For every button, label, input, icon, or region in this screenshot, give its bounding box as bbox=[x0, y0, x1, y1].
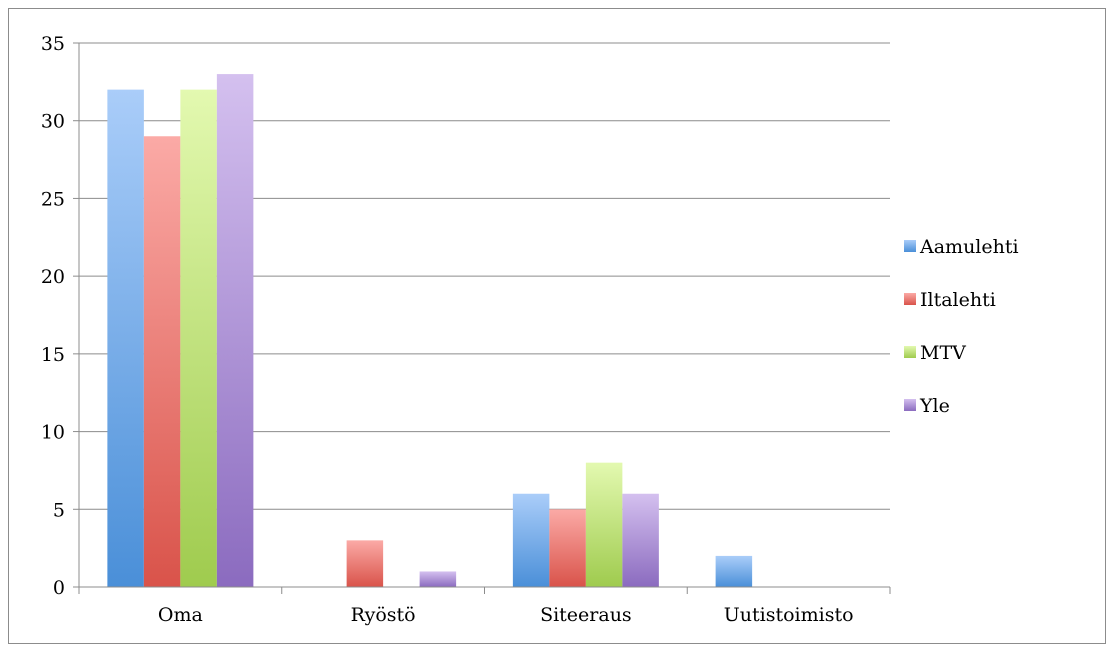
bar-mtv-siteeraus bbox=[586, 463, 623, 587]
legend-label: Aamulehti bbox=[919, 236, 1019, 258]
bars bbox=[107, 74, 752, 587]
bar-aamulehti-oma bbox=[107, 90, 144, 587]
legend-label: MTV bbox=[920, 342, 966, 364]
y-tick-label: 25 bbox=[41, 188, 65, 210]
legend: Aamulehti Iltalehti MTV Yle bbox=[904, 236, 1019, 417]
legend-swatch bbox=[904, 293, 916, 305]
y-tick-label: 0 bbox=[53, 577, 65, 599]
bar-iltalehti-ryöstö bbox=[347, 540, 384, 587]
x-tick-label: Siteeraus bbox=[540, 604, 632, 626]
legend-swatch bbox=[904, 399, 916, 411]
x-tick-label: Ryöstö bbox=[351, 604, 416, 626]
bar-yle-oma bbox=[217, 74, 254, 587]
y-tick-label: 30 bbox=[41, 111, 65, 133]
bar-aamulehti-siteeraus bbox=[513, 494, 550, 587]
x-tick-label: Uutistoimisto bbox=[724, 604, 854, 626]
y-tick-label: 5 bbox=[53, 499, 65, 521]
legend-label: Yle bbox=[919, 395, 950, 417]
y-tick-label: 35 bbox=[41, 33, 65, 55]
bar-iltalehti-siteeraus bbox=[549, 509, 586, 587]
x-tick-label: Oma bbox=[158, 604, 203, 626]
y-tick-label: 20 bbox=[41, 266, 65, 288]
bar-yle-siteeraus bbox=[622, 494, 659, 587]
bar-yle-ryöstö bbox=[420, 571, 457, 587]
legend-swatch bbox=[904, 346, 916, 358]
y-tick-label: 15 bbox=[41, 344, 65, 366]
legend-label: Iltalehti bbox=[920, 289, 996, 311]
bar-mtv-oma bbox=[180, 90, 217, 587]
bar-aamulehti-uutistoimisto bbox=[716, 556, 753, 587]
bar-iltalehti-oma bbox=[144, 136, 181, 587]
y-tick-label: 10 bbox=[41, 422, 65, 444]
legend-swatch bbox=[904, 240, 916, 252]
